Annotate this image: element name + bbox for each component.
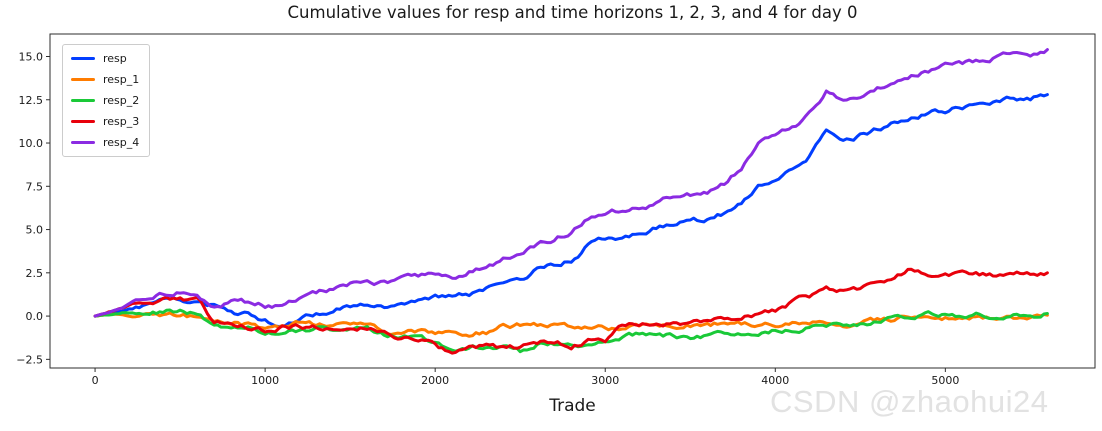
legend-swatch-resp_2 [71,98,95,103]
legend-label: resp_4 [103,136,140,149]
y-tick-label: 5.0 [26,224,44,237]
watermark: CSDN @zhaohui24 [770,384,1049,419]
x-tick-label: 5000 [931,374,959,387]
legend-item-resp_1: resp_1 [71,72,139,87]
legend-swatch-resp_3 [71,119,95,124]
legend-item-resp_2: resp_2 [71,93,139,108]
y-tick-label: 15.0 [19,50,44,63]
axes-spines [49,33,1096,369]
y-tick-label: 12.5 [19,94,44,107]
series-line-resp_3 [93,267,1049,355]
x-tick-label: 3000 [591,374,619,387]
y-tick-label: 2.5 [26,267,44,280]
legend-label: resp_1 [103,73,140,86]
legend-item-resp_3: resp_3 [71,114,139,129]
y-tick-label: 7.5 [26,180,44,193]
series-line-resp [93,93,1049,328]
x-tick-label: 2000 [421,374,449,387]
x-axis-label: Trade [549,396,596,416]
y-tick-label: 0.0 [26,310,44,323]
chart-title: Cumulative values for resp and time hori… [287,3,858,22]
legend-label: resp [103,52,127,65]
legend-item-resp: resp [71,51,139,66]
legend: resp resp_1 resp_2 resp_3 resp_4 [62,44,151,157]
legend-swatch-resp_4 [71,140,95,145]
y-tick-label: 10.0 [19,137,44,150]
legend-swatch-resp_1 [71,77,95,82]
legend-label: resp_2 [103,94,140,107]
x-tick-label: 4000 [761,374,789,387]
series-line-resp_1 [93,311,1049,338]
series-line-resp_4 [93,48,1049,318]
x-tick-label: 0 [92,374,99,387]
y-tick-label: −2.5 [16,353,43,366]
legend-swatch-resp [71,56,95,61]
legend-item-resp_4: resp_4 [71,135,139,150]
legend-label: resp_3 [103,115,140,128]
x-tick-label: 1000 [251,374,279,387]
